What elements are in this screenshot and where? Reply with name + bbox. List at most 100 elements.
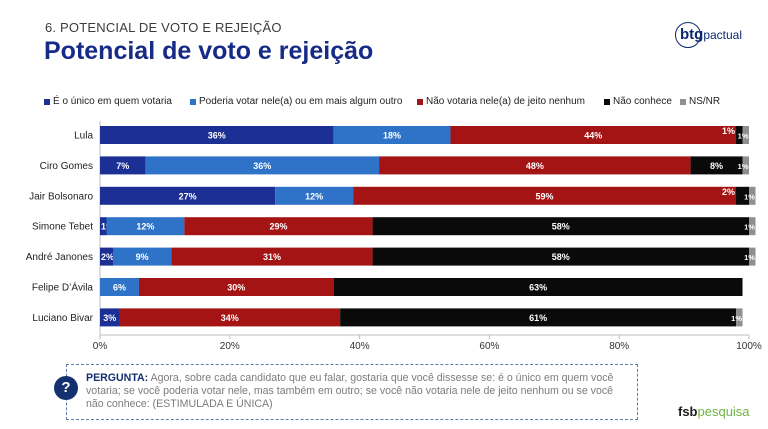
data-label: 7% [116,161,129,171]
bar-segment [372,217,749,236]
x-tick-label: 100% [736,341,762,352]
data-label: 2% [722,187,735,197]
bar-segment [138,278,334,296]
footer-logo-accent: pesquisa [697,404,750,419]
logo-brand-bold: btg [680,26,704,43]
data-label: 34% [221,313,239,323]
bar-segment [171,247,373,266]
bar-segment [340,308,737,327]
bar-segment [119,308,341,327]
category-label: Felipe D’Ávila [32,281,94,294]
data-label: 1% [738,132,749,141]
bar-segment [690,156,743,175]
legend-label: NS/NR [689,96,721,107]
data-label: 18% [383,131,401,141]
data-label: 61% [529,313,547,323]
legend-swatch [680,98,686,105]
data-label: 9% [136,252,149,262]
footer-logo-bold: fsb [678,404,698,419]
legend-item: Não votaria nele(a) de jeito nenhum [417,96,585,107]
legend-item: NS/NR [680,96,720,107]
bar-segment [100,156,146,175]
bar-segment [736,308,743,327]
fsb-pesquisa-logo: fsbpesquisa [678,404,750,419]
bar-segment [749,186,756,205]
legend-item: Não conhece [604,96,672,107]
category-label: André Janones [26,252,93,263]
legend-label: Não conhece [613,96,672,107]
legend-label: Não votaria nele(a) de jeito nenhum [426,96,585,107]
data-label: 63% [529,283,547,293]
bar-segment [742,126,749,144]
bar-segment [275,186,354,205]
data-label: 12% [136,222,154,232]
data-label: 58% [552,252,570,262]
bar-segment [379,156,691,175]
data-label: 29% [269,222,287,232]
data-label: 48% [526,161,544,171]
bar-segment [100,217,107,236]
bar-segment [145,156,380,175]
bar-segment [100,126,334,144]
legend-label: É o único em quem votaria [53,96,172,107]
bar-segment [749,247,756,266]
bar-segment [749,217,756,236]
x-tick-label: 40% [350,341,370,352]
bar-segment [450,126,737,144]
chart-legend: É o único em quem votaria Poderia votar n… [44,96,764,110]
bar-segment [353,186,737,205]
data-label: 8% [710,161,723,171]
legend-swatch [190,98,196,105]
question-mark-icon: ? [54,376,78,400]
data-label: 1% [744,223,755,232]
bar-segment [742,156,749,175]
question-text: PERGUNTA: Agora, sobre cada candidato qu… [86,372,631,412]
data-label: 1% [722,126,735,136]
category-label: Ciro Gomes [40,161,93,172]
data-label: 12% [305,191,323,201]
question-body: Agora, sobre cada candidato que eu falar… [86,372,614,411]
legend-label: Poderia votar nele(a) ou em mais algum o… [199,96,403,107]
data-label: 44% [584,131,602,141]
legend-item: Poderia votar nele(a) ou em mais algum o… [190,96,402,107]
legend-swatch [604,98,610,105]
category-label: Simone Tebet [32,222,93,233]
bar-segment [112,247,172,266]
logo-circle-icon [675,22,701,48]
bar-segment [100,308,120,327]
page-title: Potencial de voto e rejeição [44,37,374,65]
data-label: 58% [552,222,570,232]
legend-item: É o único em quem votaria [44,96,172,107]
data-label: 31% [263,252,281,262]
stacked-bar-chart: 0% 20% 40% 60% 80% 100%Lula 36% 18% 44% 1% 1%Ciro … [26,121,762,352]
data-label: 30% [227,283,245,293]
data-label: 6% [113,283,126,293]
x-tick-label: 80% [609,341,629,352]
bar-segment [736,186,749,205]
bar-segment [100,278,139,296]
bar-segment [736,126,743,144]
x-tick-label: 60% [479,341,499,352]
x-tick-label: 0% [93,341,108,352]
category-label: Luciano Bivar [32,313,93,324]
logo-brand-light: pactual [703,28,743,42]
data-label: 1% [744,253,755,262]
data-label: 2% [101,252,114,262]
data-label: 1% [731,314,742,323]
data-label: 36% [253,161,271,171]
legend-swatch [44,98,50,105]
bar-segment [100,247,113,266]
legend-swatch [417,98,423,105]
bar-segment [333,278,743,296]
category-label: Lula [74,131,93,142]
data-label: 1% [738,162,749,171]
bar-segment [100,186,276,205]
data-label: 3% [103,313,116,323]
question-label: PERGUNTA: [86,372,149,384]
section-label: 6. POTENCIAL DE VOTO E REJEIÇÃO [45,20,282,35]
btg-pactual-logo: btgpactual [675,22,755,50]
bar-segment [333,126,451,144]
bar-segment [372,247,749,266]
category-label: Jair Bolsonaro [29,191,93,202]
bar-segment [184,217,373,236]
